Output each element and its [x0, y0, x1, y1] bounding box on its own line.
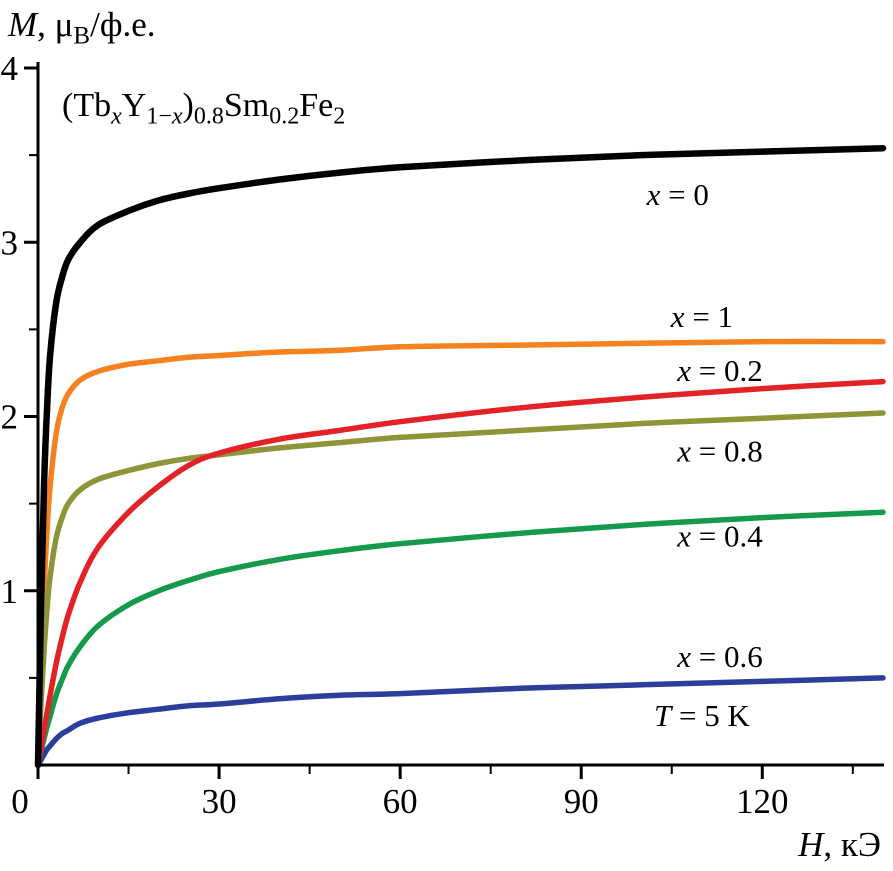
x-tick-label: 30	[202, 782, 237, 821]
y-tick-label: 4	[1, 49, 19, 88]
curve-label: x = 1	[670, 299, 733, 334]
curve-label: x = 0.8	[676, 433, 763, 468]
x-tick-label: 120	[736, 782, 789, 821]
x-tick-label: 60	[383, 782, 418, 821]
curve-label: x = 0.2	[676, 353, 763, 388]
curve-label: x = 0	[646, 177, 709, 212]
curve-x-0.2	[35, 378, 886, 768]
curve-x-0	[34, 144, 887, 769]
x-tick-label: 90	[564, 782, 599, 821]
y-tick-label: 1	[1, 572, 19, 611]
chart-formula: (TbxY1−x)0.8Sm0.2Fe2	[62, 87, 345, 129]
curve-x-0.4	[35, 509, 886, 768]
curve-x-0.6	[35, 675, 886, 768]
x-axis-title: H, кЭ	[797, 825, 881, 864]
x-tick-label: 0	[11, 782, 29, 821]
curve-x-1	[35, 338, 886, 768]
curve-label: T = 5 K	[654, 698, 750, 733]
curve-x-0.8	[35, 410, 886, 768]
y-axis-title: M, μВ/ф.е.	[7, 5, 156, 50]
y-tick-label: 2	[1, 398, 19, 437]
y-tick-label: 3	[1, 223, 19, 262]
curve-label: x = 0.6	[676, 639, 763, 674]
curve-label: x = 0.4	[676, 519, 763, 554]
